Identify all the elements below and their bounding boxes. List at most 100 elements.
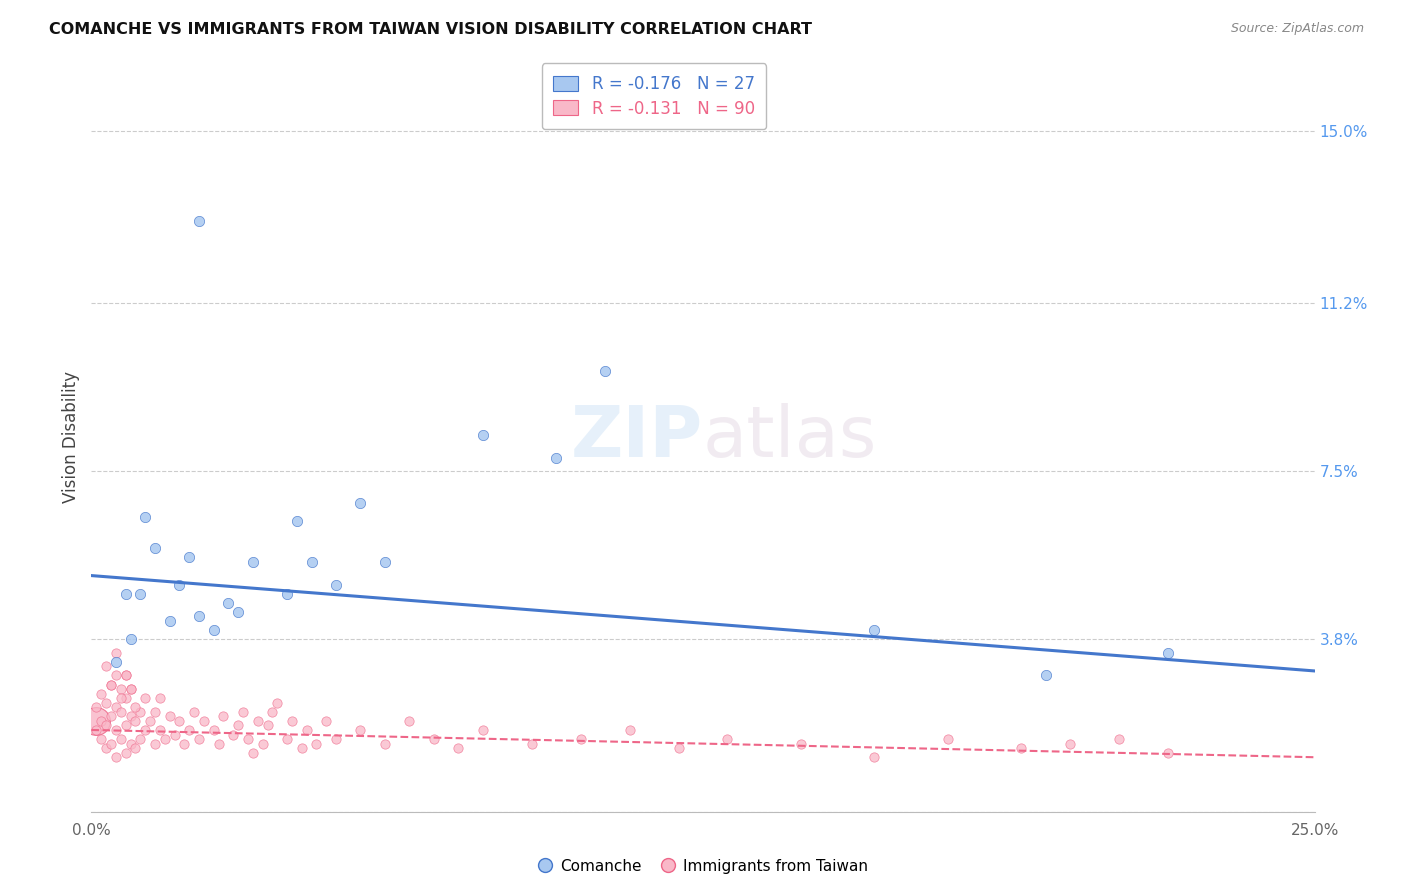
Point	[163, 727, 186, 741]
Point	[114, 668, 136, 682]
Point	[242, 555, 264, 569]
Point	[202, 723, 225, 737]
Point	[1108, 732, 1130, 747]
Point	[114, 587, 136, 601]
Point	[114, 668, 136, 682]
Point	[173, 737, 195, 751]
Point	[1157, 646, 1180, 660]
Point	[143, 541, 166, 556]
Point	[100, 737, 122, 751]
Point	[301, 555, 323, 569]
Point	[104, 700, 127, 714]
Point	[471, 427, 494, 442]
Point	[120, 737, 142, 751]
Point	[100, 677, 122, 691]
Point	[349, 496, 371, 510]
Point	[100, 677, 122, 691]
Point	[110, 691, 132, 706]
Point	[668, 741, 690, 756]
Point	[124, 714, 146, 728]
Point	[100, 709, 122, 723]
Point	[374, 737, 396, 751]
Point	[104, 646, 127, 660]
Point	[94, 718, 117, 732]
Point	[256, 718, 278, 732]
Point	[124, 741, 146, 756]
Point	[149, 691, 172, 706]
Point	[1157, 746, 1180, 760]
Point	[276, 587, 298, 601]
Point	[110, 732, 132, 747]
Point	[104, 750, 127, 764]
Point	[374, 555, 396, 569]
Y-axis label: Vision Disability: Vision Disability	[62, 371, 80, 503]
Point	[129, 732, 152, 747]
Point	[569, 732, 592, 747]
Point	[90, 714, 112, 728]
Point	[94, 696, 117, 710]
Point	[236, 732, 259, 747]
Point	[252, 737, 274, 751]
Point	[120, 632, 142, 647]
Point	[863, 750, 886, 764]
Point	[120, 709, 142, 723]
Point	[169, 714, 191, 728]
Point	[179, 550, 201, 565]
Point	[143, 737, 166, 751]
Point	[84, 700, 107, 714]
Text: COMANCHE VS IMMIGRANTS FROM TAIWAN VISION DISABILITY CORRELATION CHART: COMANCHE VS IMMIGRANTS FROM TAIWAN VISIO…	[49, 22, 813, 37]
Point	[863, 623, 886, 637]
Point	[447, 741, 470, 756]
Point	[114, 718, 136, 732]
Point	[84, 714, 107, 728]
Point	[266, 696, 288, 710]
Point	[90, 732, 112, 747]
Point	[183, 705, 205, 719]
Point	[295, 723, 318, 737]
Point	[84, 723, 107, 737]
Point	[188, 609, 211, 624]
Point	[159, 614, 181, 628]
Point	[120, 682, 142, 697]
Point	[217, 596, 239, 610]
Point	[716, 732, 738, 747]
Point	[246, 714, 269, 728]
Point	[114, 691, 136, 706]
Point	[207, 737, 229, 751]
Point	[114, 746, 136, 760]
Point	[349, 723, 371, 737]
Point	[546, 450, 568, 465]
Text: ZIP: ZIP	[571, 402, 703, 472]
Point	[169, 577, 191, 591]
Point	[315, 714, 337, 728]
Point	[276, 732, 298, 747]
Point	[110, 705, 132, 719]
Point	[242, 746, 264, 760]
Point	[1035, 668, 1057, 682]
Point	[520, 737, 543, 751]
Point	[423, 732, 446, 747]
Point	[188, 732, 211, 747]
Text: atlas: atlas	[703, 402, 877, 472]
Point	[593, 364, 616, 378]
Point	[124, 700, 146, 714]
Point	[619, 723, 641, 737]
Point	[226, 718, 249, 732]
Point	[291, 741, 314, 756]
Point	[139, 714, 162, 728]
Point	[188, 214, 211, 228]
Point	[149, 723, 172, 737]
Legend: Comanche, Immigrants from Taiwan: Comanche, Immigrants from Taiwan	[531, 853, 875, 880]
Point	[202, 623, 225, 637]
Point	[134, 723, 156, 737]
Legend: R = -0.176   N = 27, R = -0.131   N = 90: R = -0.176 N = 27, R = -0.131 N = 90	[541, 63, 766, 129]
Point	[134, 509, 156, 524]
Point	[90, 687, 112, 701]
Point	[325, 577, 347, 591]
Point	[94, 659, 117, 673]
Point	[129, 587, 152, 601]
Point	[134, 691, 156, 706]
Point	[129, 705, 152, 719]
Point	[104, 668, 127, 682]
Point	[212, 709, 235, 723]
